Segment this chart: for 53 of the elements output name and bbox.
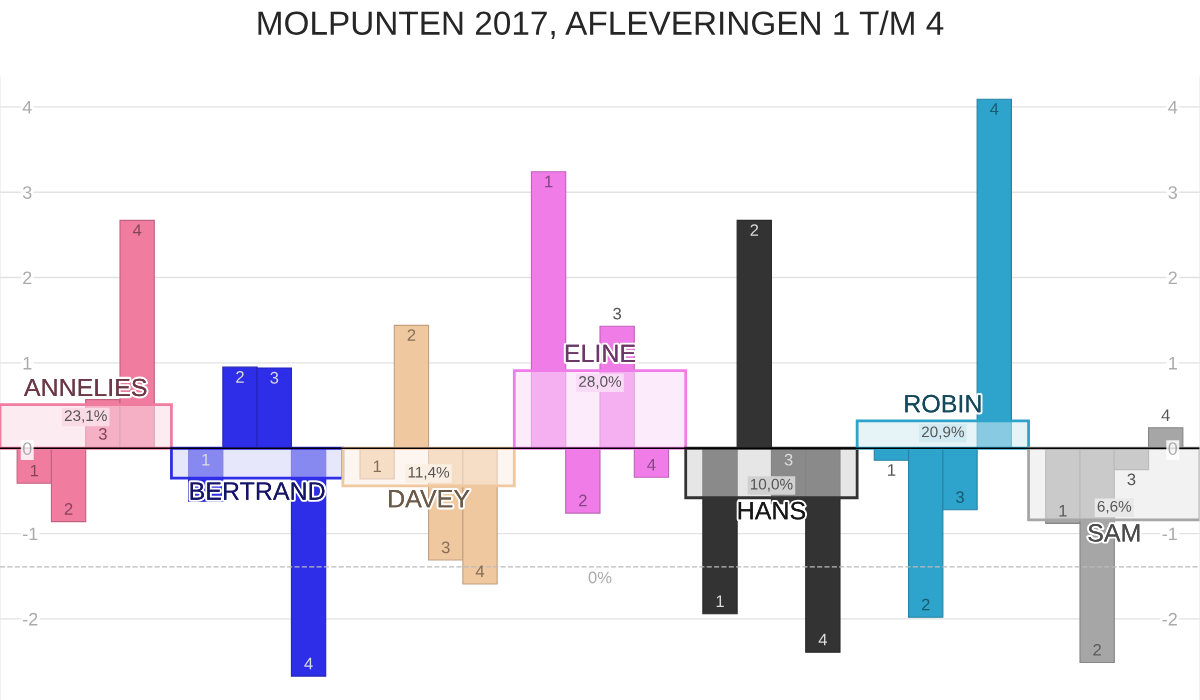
y-tick-label: -1 (23, 527, 38, 541)
text: 4 (132, 224, 142, 236)
text: 4 (647, 458, 656, 471)
x-tick-label: BERTRAND (190, 482, 325, 500)
text: 2 (1093, 643, 1101, 656)
text: 3 (441, 541, 450, 554)
text: 1 (202, 453, 210, 466)
series-label: 4 (990, 103, 999, 115)
y2-tick-label: 2 (1168, 271, 1177, 285)
text: 4 (1161, 409, 1170, 421)
text: 2 (64, 503, 73, 515)
y-tick-label: 4 (22, 100, 32, 114)
annotation: 28,0% (579, 376, 622, 389)
text: 4 (304, 657, 313, 670)
bar (684, 446, 859, 500)
text: 1 (373, 460, 381, 473)
annotation: 0% (588, 571, 612, 584)
text: 2 (236, 371, 244, 383)
y2-tick-label: 4 (1168, 100, 1178, 114)
y-tick-label: 2 (23, 271, 32, 285)
text: 4 (475, 565, 485, 578)
annotation: 10,0% (750, 478, 793, 492)
annotation: 11,4% (408, 466, 450, 480)
y2-tick-label: 0 (1168, 442, 1178, 455)
y-tick-label: 0 (22, 442, 32, 455)
text: 3 (784, 453, 793, 466)
text: 1 (1059, 505, 1067, 517)
text: 3 (613, 307, 622, 320)
annotation: 6,6% (1097, 500, 1132, 514)
x-tick-label: HANS (738, 501, 806, 520)
y2-tick-label: -2 (1162, 612, 1177, 626)
chart-title: MOLPUNTEN 2017, AFLEVERINGEN 1 T/M 4 (258, 10, 944, 39)
text: 4 (818, 633, 827, 646)
series-label: 2 (407, 329, 416, 341)
annotation: 20,9% (921, 426, 964, 440)
text: 2 (921, 598, 930, 611)
text: 3 (956, 491, 964, 503)
y2-tick-label: 1 (1169, 357, 1177, 370)
series-label: 1 (888, 464, 896, 476)
y2-tick-label: 3 (1168, 186, 1177, 199)
y-tick-label: 3 (22, 186, 32, 199)
text: 3 (1127, 473, 1136, 486)
text: 2 (579, 494, 587, 507)
y-tick-label: 1 (23, 357, 32, 370)
annotation: 23,1% (64, 410, 107, 423)
text: 1 (716, 595, 724, 607)
series-label: 3 (270, 371, 279, 384)
bar (512, 369, 688, 450)
y-tick-label: -2 (23, 612, 38, 626)
text: 3 (98, 428, 107, 440)
text: 2 (750, 224, 759, 236)
text: 1 (545, 175, 553, 188)
y2-tick-label: -1 (1162, 527, 1177, 541)
